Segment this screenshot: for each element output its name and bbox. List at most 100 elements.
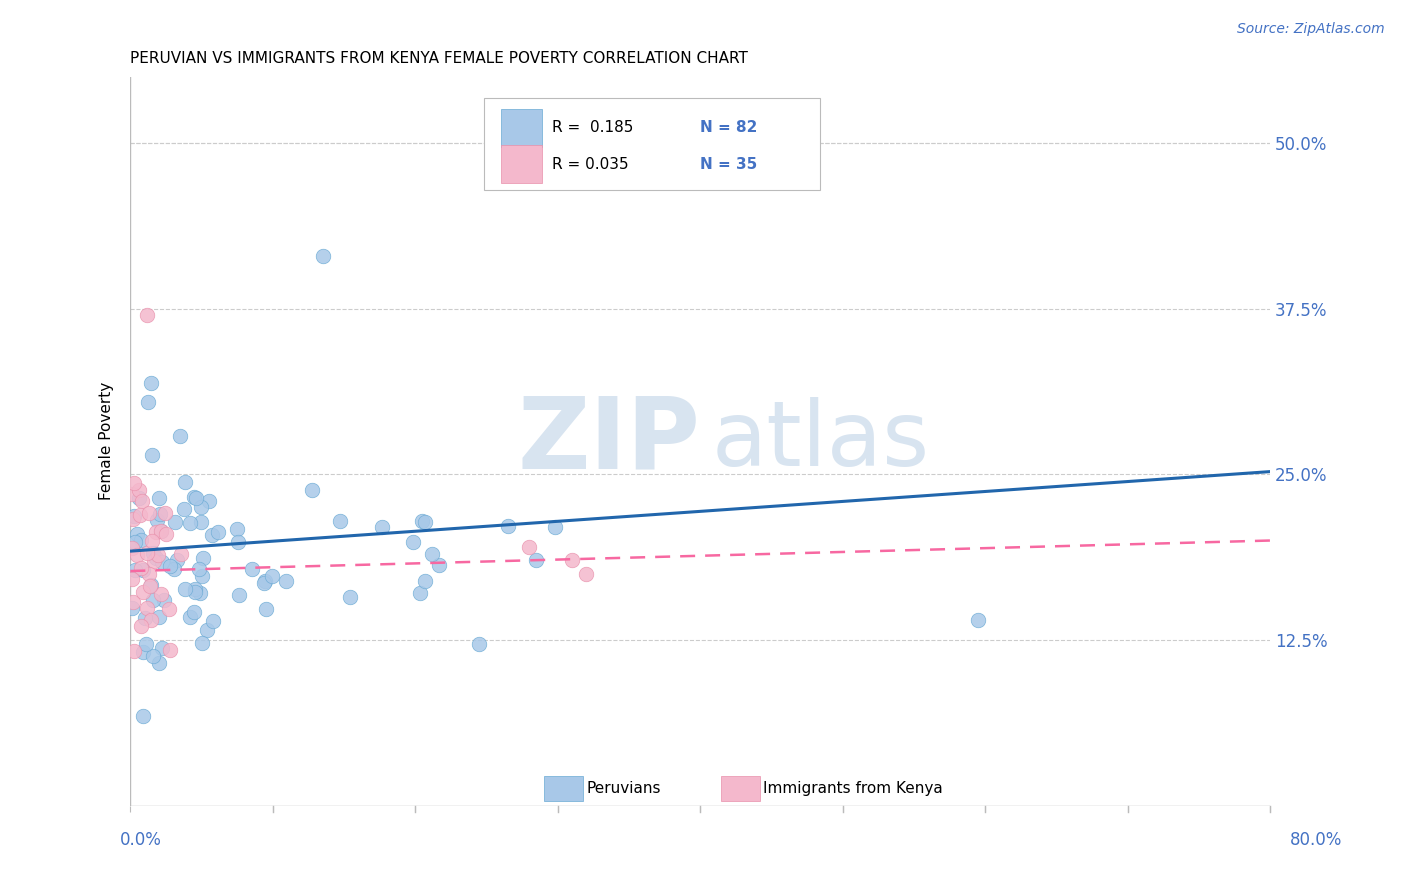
- Point: [146, 548, 169, 562]
- FancyBboxPatch shape: [501, 109, 541, 146]
- Point: [135, 601, 157, 615]
- Point: [153, 593, 176, 607]
- Point: [124, 475, 146, 490]
- Point: [121, 487, 143, 501]
- Point: [967, 613, 990, 627]
- Text: atlas: atlas: [711, 397, 929, 485]
- Point: [150, 586, 173, 600]
- Point: [201, 528, 224, 542]
- Point: [159, 558, 181, 573]
- Point: [131, 708, 153, 723]
- Point: [339, 590, 361, 604]
- Point: [228, 589, 250, 603]
- Point: [141, 577, 163, 591]
- Point: [413, 574, 436, 588]
- Point: [159, 643, 181, 657]
- Point: [157, 602, 180, 616]
- Point: [254, 574, 277, 588]
- Point: [132, 645, 155, 659]
- Point: [149, 507, 172, 521]
- Point: [122, 512, 145, 526]
- Point: [195, 623, 218, 637]
- Point: [141, 613, 163, 627]
- Point: [517, 540, 540, 554]
- FancyBboxPatch shape: [544, 776, 583, 801]
- Point: [190, 500, 212, 514]
- Text: PERUVIAN VS IMMIGRANTS FROM KENYA FEMALE POVERTY CORRELATION CHART: PERUVIAN VS IMMIGRANTS FROM KENYA FEMALE…: [131, 51, 748, 66]
- Text: R = 0.035: R = 0.035: [553, 157, 628, 171]
- Point: [131, 533, 153, 547]
- Point: [179, 609, 201, 624]
- Point: [129, 560, 152, 574]
- Point: [228, 535, 250, 549]
- Point: [128, 491, 150, 505]
- Point: [135, 546, 157, 560]
- Point: [524, 552, 547, 566]
- Point: [276, 574, 298, 588]
- Point: [187, 562, 209, 576]
- Point: [138, 394, 160, 409]
- Point: [134, 611, 156, 625]
- Text: N = 35: N = 35: [700, 157, 758, 171]
- Point: [145, 551, 167, 566]
- Point: [138, 506, 160, 520]
- Point: [150, 640, 173, 655]
- Text: 80.0%: 80.0%: [1291, 831, 1343, 849]
- Point: [256, 602, 278, 616]
- Text: Source: ZipAtlas.com: Source: ZipAtlas.com: [1237, 22, 1385, 37]
- Point: [166, 553, 188, 567]
- Point: [179, 516, 201, 531]
- Point: [408, 586, 430, 600]
- Point: [468, 637, 491, 651]
- Point: [155, 527, 177, 541]
- Point: [142, 546, 165, 560]
- Point: [163, 562, 186, 576]
- Point: [169, 429, 191, 443]
- Point: [150, 524, 173, 539]
- Point: [121, 541, 143, 555]
- Point: [371, 520, 394, 534]
- Point: [122, 595, 145, 609]
- Point: [173, 582, 195, 596]
- Point: [121, 600, 143, 615]
- Point: [253, 576, 276, 591]
- Point: [138, 579, 160, 593]
- Point: [207, 525, 229, 540]
- Point: [544, 520, 567, 534]
- Point: [240, 562, 263, 576]
- Point: [174, 475, 197, 489]
- Point: [301, 483, 323, 498]
- Text: 0.0%: 0.0%: [120, 831, 162, 849]
- Point: [124, 534, 146, 549]
- Point: [312, 248, 335, 262]
- Point: [226, 522, 249, 536]
- Point: [153, 506, 176, 520]
- Text: R =  0.185: R = 0.185: [553, 120, 634, 135]
- Point: [190, 516, 212, 530]
- FancyBboxPatch shape: [484, 98, 820, 190]
- Point: [132, 584, 155, 599]
- Point: [202, 614, 225, 628]
- FancyBboxPatch shape: [721, 776, 759, 801]
- Y-axis label: Female Poverty: Female Poverty: [100, 382, 114, 500]
- Point: [125, 527, 148, 541]
- Point: [125, 548, 148, 562]
- Point: [128, 483, 150, 497]
- Point: [142, 648, 165, 663]
- Point: [402, 535, 425, 549]
- Point: [496, 519, 519, 533]
- Point: [169, 547, 191, 561]
- Point: [139, 376, 162, 390]
- FancyBboxPatch shape: [501, 145, 541, 183]
- Point: [141, 448, 163, 462]
- Point: [561, 553, 583, 567]
- Point: [191, 550, 214, 565]
- Point: [121, 572, 143, 586]
- Point: [329, 514, 352, 528]
- Point: [136, 308, 159, 322]
- Point: [148, 609, 170, 624]
- Point: [197, 494, 219, 508]
- Text: Peruvians: Peruvians: [586, 781, 661, 797]
- Point: [138, 566, 160, 581]
- Point: [141, 534, 163, 549]
